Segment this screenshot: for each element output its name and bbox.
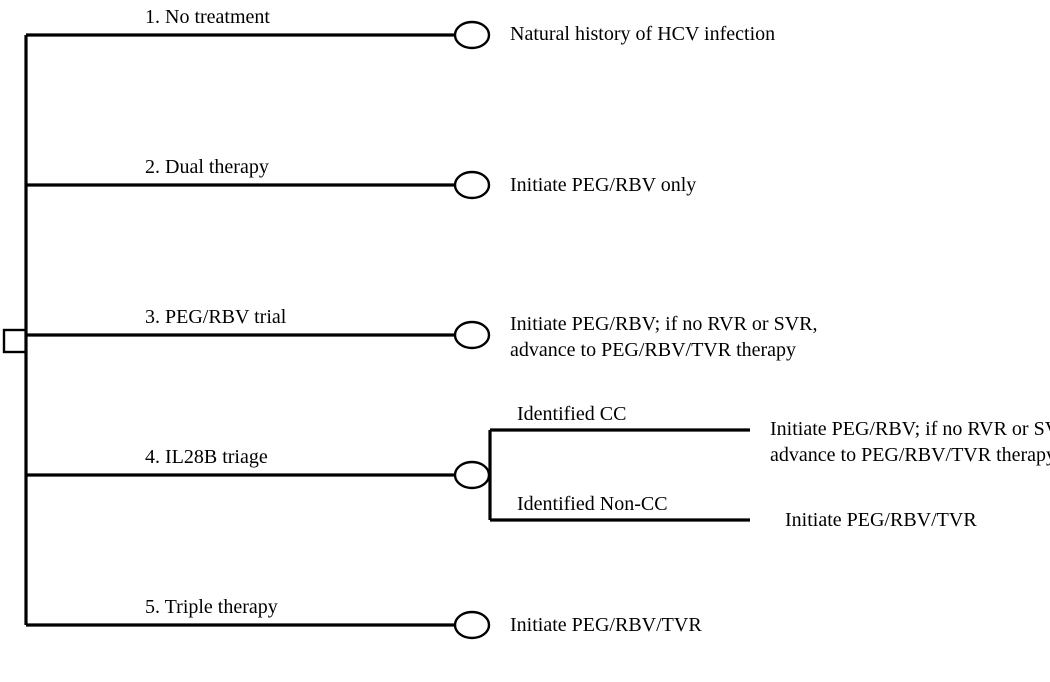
outcome-peg_rbv_trial-line1: advance to PEG/RBV/TVR therapy — [510, 339, 796, 361]
sub-outcome-identified_cc-line1: advance to PEG/RBV/TVR therapy — [770, 444, 1050, 466]
outcome-peg_rbv_trial-line0: Initiate PEG/RBV; if no RVR or SVR, — [510, 313, 817, 335]
outcome-triple_therapy-line0: Initiate PEG/RBV/TVR — [510, 614, 702, 636]
chance-node-triple_therapy — [455, 612, 489, 638]
decision-node — [4, 330, 26, 352]
chance-node-dual_therapy — [455, 172, 489, 198]
chance-node-il28b_triage — [455, 462, 489, 488]
sub-branch-label-identified_cc: Identified CC — [517, 403, 626, 425]
decision-tree-diagram: 1. No treatment Natural history of HCV in… — [0, 0, 1050, 682]
outcome-no_treatment-line0: Natural history of HCV infection — [510, 23, 775, 45]
branch-label-triple_therapy: 5. Triple therapy — [145, 596, 278, 618]
outcome-dual_therapy-line0: Initiate PEG/RBV only — [510, 174, 696, 196]
branch-label-dual_therapy: 2. Dual therapy — [145, 156, 269, 178]
sub-branch-label-identified_non_cc: Identified Non-CC — [517, 493, 668, 515]
chance-node-no_treatment — [455, 22, 489, 48]
chance-node-peg_rbv_trial — [455, 322, 489, 348]
branch-label-il28b_triage: 4. IL28B triage — [145, 446, 268, 468]
branch-label-peg_rbv_trial: 3. PEG/RBV trial — [145, 306, 287, 328]
sub-outcome-identified_cc-line0: Initiate PEG/RBV; if no RVR or SVR, — [770, 418, 1050, 440]
branch-label-no_treatment: 1. No treatment — [145, 6, 270, 28]
sub-outcome-identified_non_cc-line0: Initiate PEG/RBV/TVR — [785, 509, 977, 531]
